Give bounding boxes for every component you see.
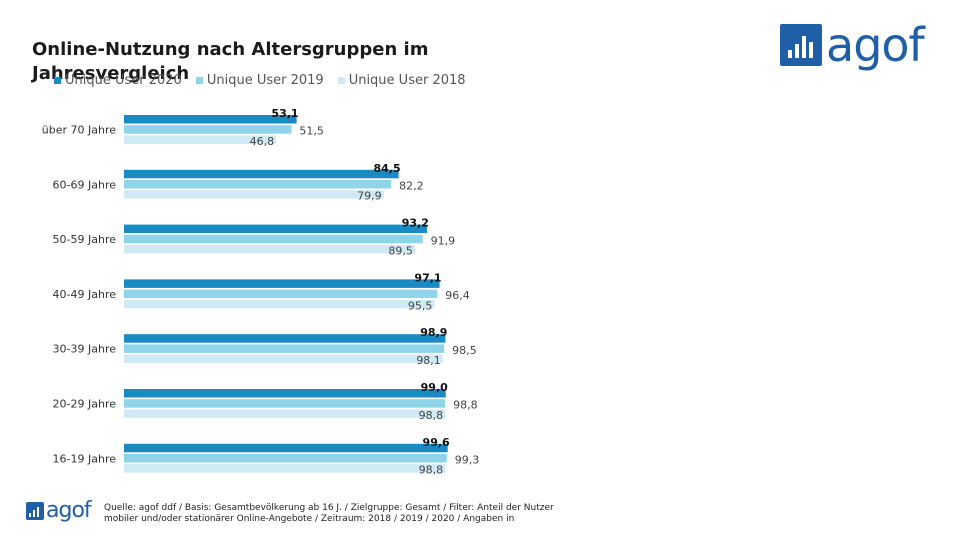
bar-unique-user-2020-50-59-jahre bbox=[124, 224, 427, 234]
bar-unique-user-2020-ber-70-jahre bbox=[124, 115, 297, 124]
data-label-unique-user-2019-60-69-jahre: 82,2 bbox=[399, 180, 424, 193]
bar-unique-user-2018-20-29-jahre bbox=[124, 409, 446, 418]
logo-wordmark: agof bbox=[826, 18, 925, 72]
data-label-unique-user-2019-30-39-jahre: 98,5 bbox=[452, 344, 477, 357]
bar-chart-icon bbox=[780, 24, 822, 66]
data-label-unique-user-2020-60-69-jahre: 84,5 bbox=[373, 162, 400, 175]
bar-unique-user-2020-16-19-jahre bbox=[124, 443, 448, 453]
footer-logo-wordmark: agof bbox=[46, 498, 92, 523]
chart-title: Online-Nutzung nach Altersgruppen im Jah… bbox=[32, 39, 429, 84]
legend-swatch-2020 bbox=[54, 77, 61, 84]
legend-swatch-2018 bbox=[337, 77, 345, 84]
data-label-unique-user-2018-30-39-jahre: 98,1 bbox=[416, 354, 441, 367]
data-label-unique-user-2020-40-49-jahre: 97,1 bbox=[414, 271, 441, 284]
bar-unique-user-2020-60-69-jahre bbox=[124, 169, 399, 179]
bar-unique-user-2020-20-29-jahre bbox=[124, 389, 446, 398]
data-label-unique-user-2019-ber-70-jahre: 51,5 bbox=[299, 125, 324, 138]
bar-unique-user-2019-60-69-jahre bbox=[124, 180, 392, 189]
data-label-unique-user-2018-40-49-jahre: 95,5 bbox=[408, 299, 433, 312]
data-label-unique-user-2018-16-19-jahre: 98,8 bbox=[419, 464, 444, 477]
legend-label-2018: Unique User 2018 bbox=[348, 73, 466, 88]
data-label-unique-user-2019-20-29-jahre: 98,8 bbox=[453, 399, 478, 412]
bar-unique-user-2020-30-39-jahre bbox=[124, 334, 446, 343]
data-label-unique-user-2018-20-29-jahre: 98,8 bbox=[419, 409, 444, 422]
bar-unique-user-2019-20-29-jahre bbox=[124, 399, 446, 408]
bar-unique-user-2018-60-69-jahre bbox=[124, 190, 384, 199]
bar-unique-user-2019-50-59-jahre bbox=[124, 234, 423, 244]
bar-unique-user-2018-40-49-jahre bbox=[124, 299, 435, 309]
data-label-unique-user-2020-20-29-jahre: 99,0 bbox=[421, 381, 448, 394]
data-label-unique-user-2020-30-39-jahre: 98,9 bbox=[420, 326, 447, 339]
legend: Unique User 2020 Unique User 2019 Unique… bbox=[54, 73, 466, 88]
bar-unique-user-2019-ber-70-jahre bbox=[124, 125, 292, 134]
data-label-unique-user-2020-16-19-jahre: 99,6 bbox=[423, 436, 450, 449]
category-label-16-19-jahre: 16-19 Jahre bbox=[53, 452, 117, 465]
legend-item-2019: Unique User 2019 bbox=[195, 73, 324, 88]
data-label-unique-user-2020-50-59-jahre: 93,2 bbox=[402, 217, 429, 230]
footer-agof-logo: agof bbox=[26, 498, 92, 523]
data-label-unique-user-2019-50-59-jahre: 91,9 bbox=[431, 234, 456, 247]
data-label-unique-user-2018-60-69-jahre: 79,9 bbox=[357, 190, 382, 203]
bar-unique-user-2019-30-39-jahre bbox=[124, 344, 445, 353]
data-label-unique-user-2018-50-59-jahre: 89,5 bbox=[388, 245, 413, 258]
agof-logo: agof bbox=[780, 18, 925, 72]
data-label-unique-user-2019-16-19-jahre: 99,3 bbox=[455, 454, 480, 467]
category-label-40-49-jahre: 40-49 Jahre bbox=[53, 288, 117, 301]
bar-unique-user-2020-40-49-jahre bbox=[124, 279, 440, 288]
bar-unique-user-2018-30-39-jahre bbox=[124, 354, 443, 364]
bar-unique-user-2018-16-19-jahre bbox=[124, 464, 446, 473]
legend-item-2018: Unique User 2018 bbox=[337, 73, 466, 88]
data-label-unique-user-2020-ber-70-jahre: 53,1 bbox=[271, 107, 298, 120]
source-note: Quelle: agof ddf / Basis: Gesamtbevölker… bbox=[104, 503, 554, 524]
category-label-20-29-jahre: 20-29 Jahre bbox=[53, 397, 117, 410]
category-label-60-69-jahre: 60-69 Jahre bbox=[53, 178, 117, 191]
bar-unique-user-2019-40-49-jahre bbox=[124, 289, 438, 299]
legend-item-2020: Unique User 2020 bbox=[54, 73, 182, 88]
legend-swatch-2019 bbox=[195, 77, 203, 84]
data-label-unique-user-2018-ber-70-jahre: 46,8 bbox=[250, 135, 275, 148]
legend-label-2020: Unique User 2020 bbox=[65, 73, 182, 88]
category-label-30-39-jahre: 30-39 Jahre bbox=[53, 343, 117, 356]
bar-unique-user-2018-ber-70-jahre bbox=[124, 135, 277, 144]
bar-unique-user-2018-50-59-jahre bbox=[124, 245, 415, 254]
bar-unique-user-2019-16-19-jahre bbox=[124, 454, 447, 463]
data-label-unique-user-2019-40-49-jahre: 96,4 bbox=[445, 289, 470, 302]
footer-bar-chart-icon bbox=[26, 502, 44, 520]
legend-label-2019: Unique User 2019 bbox=[206, 73, 324, 88]
category-label-50-59-jahre: 50-59 Jahre bbox=[53, 233, 117, 246]
category-label-ber-70-jahre: über 70 Jahre bbox=[42, 123, 116, 136]
